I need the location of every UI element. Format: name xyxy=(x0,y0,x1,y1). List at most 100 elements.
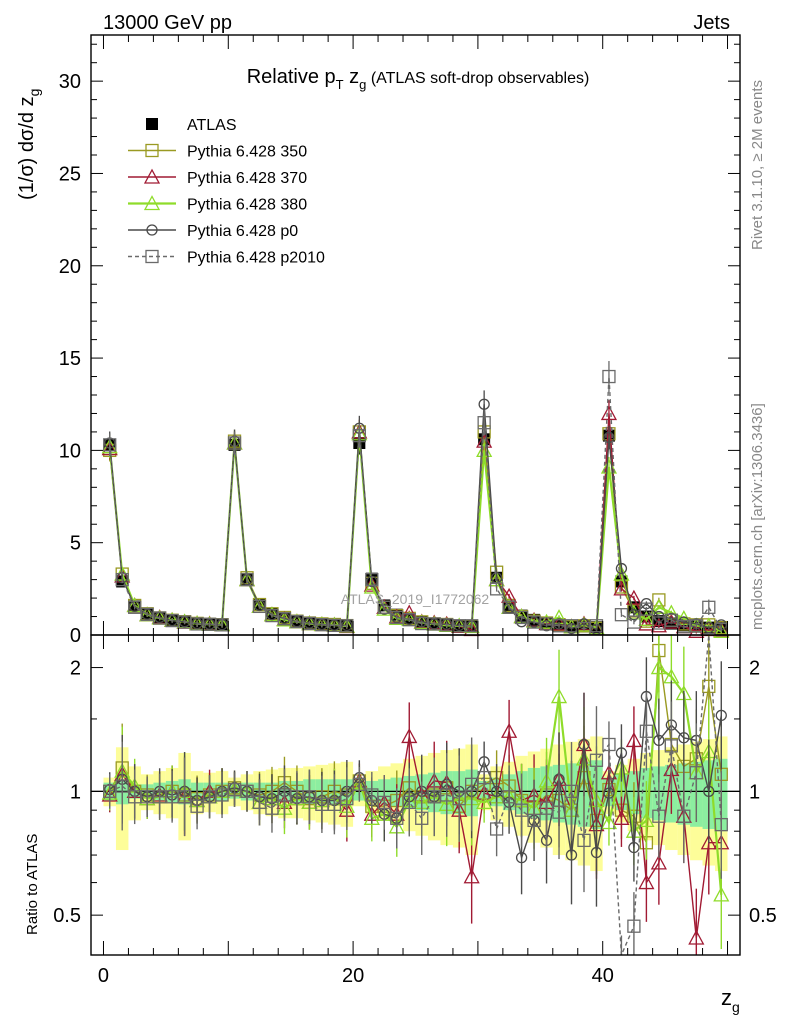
y-tick-label: 0 xyxy=(70,625,81,647)
ratio-point xyxy=(377,795,391,810)
legend-marker xyxy=(145,143,159,158)
ratio-series-line xyxy=(109,634,722,956)
ratio-point xyxy=(638,874,655,890)
ratio-point xyxy=(664,739,679,753)
ratio-point xyxy=(639,724,654,738)
ratio-point xyxy=(565,849,578,861)
xlabel-sub: g xyxy=(732,999,740,1015)
ratio-point xyxy=(190,799,204,813)
main-point xyxy=(600,405,618,421)
ratio-point xyxy=(678,732,690,744)
ratio-point xyxy=(589,753,604,767)
legend-label: Pythia 6.428 350 xyxy=(187,144,307,161)
legend-entry: Pythia 6.428 p2010 xyxy=(128,250,325,267)
y-tick-label: 15 xyxy=(59,348,81,370)
legend-entry: Pythia 6.428 350 xyxy=(128,144,307,161)
ratio-point xyxy=(625,732,643,748)
ratio-y-tick-label: 0.5 xyxy=(53,905,81,927)
ratio-point xyxy=(515,851,528,864)
main-point xyxy=(700,617,717,633)
ratio-point xyxy=(600,814,618,830)
legend-label: Pythia 6.428 370 xyxy=(187,170,307,187)
main-point xyxy=(702,600,716,614)
ratio-point xyxy=(115,779,129,793)
ratio-point xyxy=(465,777,479,792)
ratio-point xyxy=(715,709,727,722)
x-tick-label: 20 xyxy=(342,965,364,987)
ratio-point xyxy=(527,813,541,828)
ratio-point xyxy=(603,787,615,799)
main-point xyxy=(713,622,730,638)
main-point xyxy=(263,606,281,622)
ratio-series xyxy=(103,634,728,956)
main-point xyxy=(128,600,142,614)
main-point xyxy=(627,615,641,629)
ratio-point xyxy=(713,886,730,902)
main-point xyxy=(103,438,117,452)
ratio-point xyxy=(363,809,380,825)
legend-label: Pythia 6.428 p2010 xyxy=(187,250,325,267)
legend-entry: Pythia 6.428 p0 xyxy=(128,223,298,240)
main-point xyxy=(540,620,553,632)
ratio-y-tick-label-right: 1 xyxy=(749,781,760,803)
main-point xyxy=(378,603,390,615)
main-point xyxy=(115,572,129,587)
ratio-point xyxy=(402,795,416,810)
main-ylabel: (1/σ) dσ/d zg xyxy=(16,89,42,200)
main-point xyxy=(615,562,628,575)
main-point xyxy=(628,609,640,621)
legend-marker xyxy=(143,195,161,211)
ratio-point xyxy=(652,809,666,823)
main-point xyxy=(703,621,715,634)
plot-title: Relative pT zg (ATLAS soft-drop observab… xyxy=(247,66,590,92)
main-point xyxy=(252,599,267,614)
main-point xyxy=(563,618,580,634)
ratio-point xyxy=(501,722,518,738)
rivet-label: Rivet 3.1.10, ≥ 2M events xyxy=(749,80,766,250)
ratio-point xyxy=(352,777,366,792)
main-ylabel-sub: g xyxy=(26,89,42,97)
ratio-point xyxy=(650,854,667,870)
legend-label: ATLAS xyxy=(187,117,237,134)
ratio-y-tick-label-right: 0.5 xyxy=(749,905,777,927)
main-point xyxy=(614,608,629,622)
ratio-point xyxy=(650,659,667,675)
ratio-point xyxy=(514,803,529,817)
main-point xyxy=(501,587,518,603)
main-point xyxy=(603,431,615,444)
ratio-point xyxy=(302,790,317,804)
legend-entry: Pythia 6.428 370 xyxy=(128,168,307,187)
ratio-point xyxy=(240,784,254,799)
main-series xyxy=(103,361,728,637)
ratio-point xyxy=(677,809,691,823)
y-tick-label: 30 xyxy=(59,71,81,93)
ratio-point xyxy=(702,679,716,694)
ratio-point xyxy=(401,728,418,744)
main-point xyxy=(416,616,428,628)
ratio-point xyxy=(390,811,404,825)
legend-entry: ATLAS xyxy=(146,117,237,134)
main-point xyxy=(227,436,242,450)
main-point xyxy=(365,572,379,587)
main-point xyxy=(352,428,366,443)
main-plot-area xyxy=(101,361,730,638)
ratio-point xyxy=(602,737,616,752)
ratio-point xyxy=(490,785,503,798)
legend-marker xyxy=(146,118,158,130)
ratio-point xyxy=(689,766,703,780)
main-point xyxy=(650,598,667,614)
main-point xyxy=(613,565,630,581)
ratio-point xyxy=(714,817,728,832)
legend: ATLAS Pythia 6.428 350 Pythia 6.428 370 Pyt… xyxy=(128,117,325,267)
ratio-point xyxy=(463,868,480,884)
main-point xyxy=(391,611,403,624)
ratio-point xyxy=(638,812,655,828)
main-point xyxy=(638,615,655,631)
ratio-point xyxy=(552,805,566,819)
ratio-point xyxy=(340,791,354,806)
main-point xyxy=(502,600,516,614)
ratio-point xyxy=(476,794,493,810)
main-point xyxy=(639,602,654,616)
ratio-point xyxy=(550,688,568,704)
ratio-y-tick-label: 2 xyxy=(70,658,81,680)
